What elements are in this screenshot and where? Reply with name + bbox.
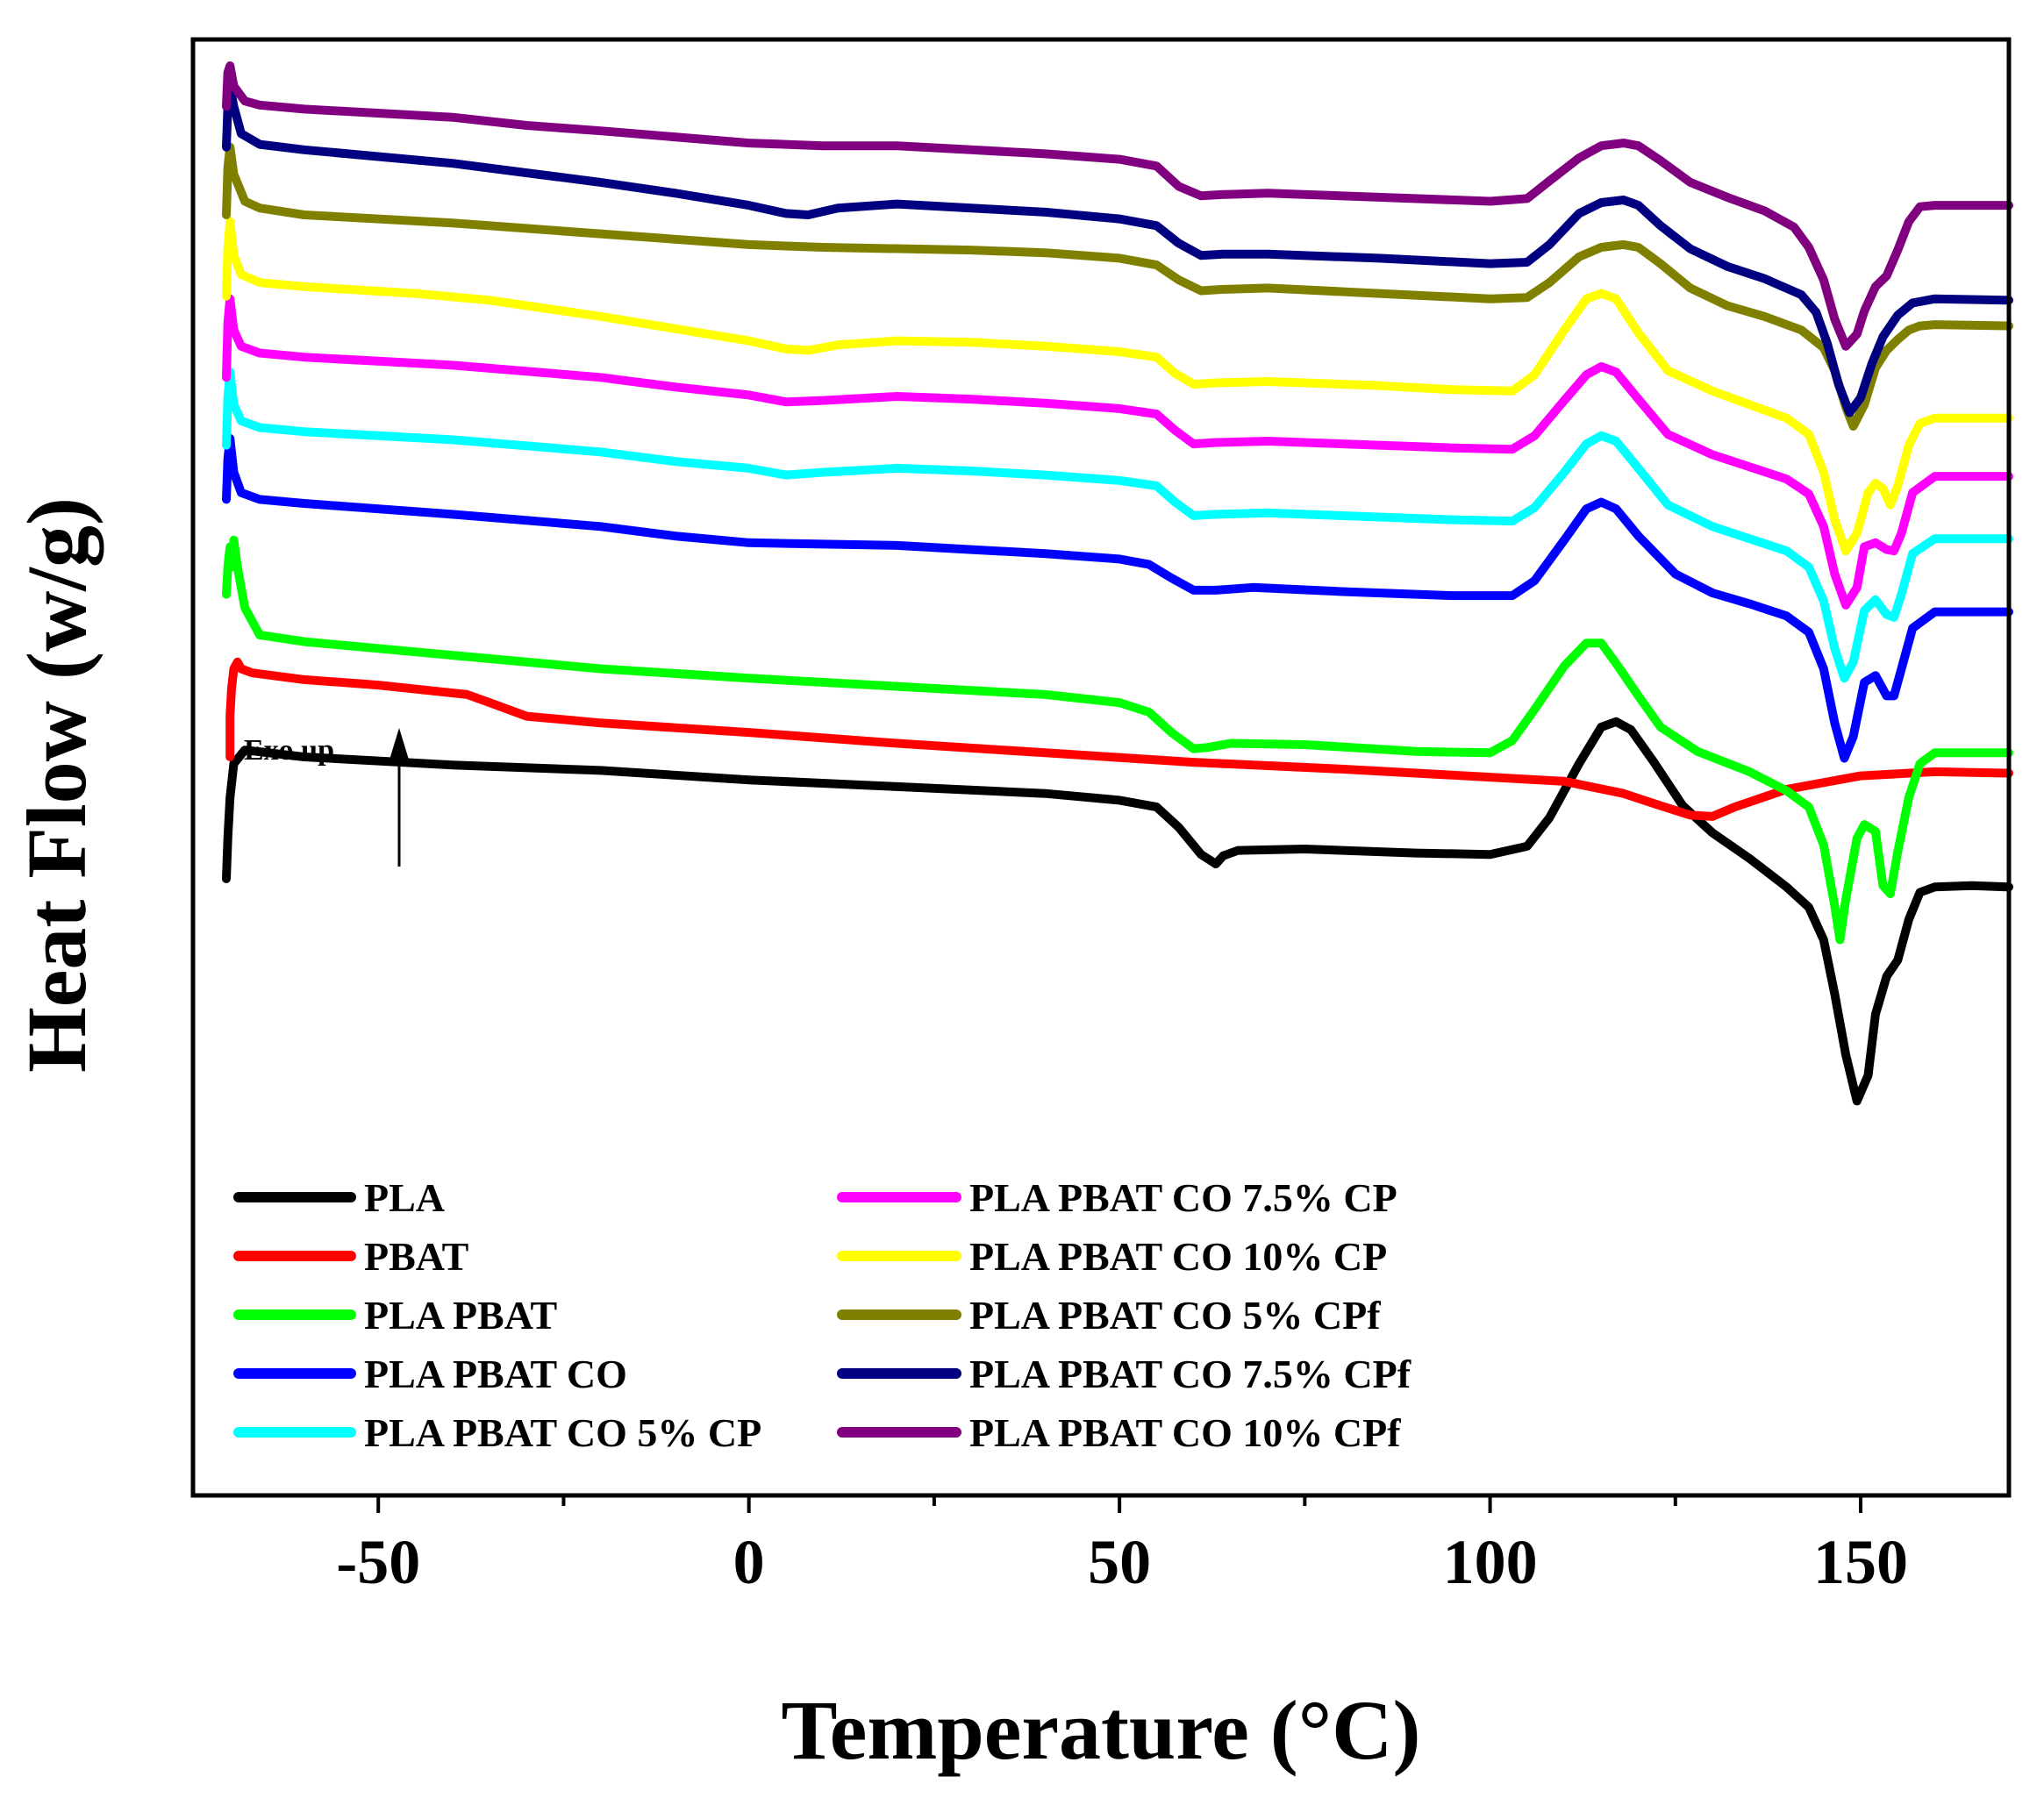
legend: PLA PBAT PLA PBAT PLA PBAT CO PLA PBAT CO 5%… — [233, 1175, 1412, 1455]
legend-label-pbat: PBAT — [364, 1234, 468, 1279]
x-tick-label: -50 — [336, 1527, 420, 1597]
series-line-pla-pbat-co-5-cpf — [222, 142, 2013, 431]
exo-up-arrow-head — [390, 728, 409, 760]
legend-label-pla-pbat-co: PLA PBAT CO — [364, 1352, 627, 1396]
series-line-pla-pbat-co-5-cp — [222, 367, 2013, 683]
series-line-pla — [222, 717, 2013, 1106]
series-line-pla-pbat — [222, 535, 2013, 945]
exo-up-annotation: Exo up — [244, 728, 409, 867]
legend-label-pla-pbat-co-10-cp: PLA PBAT CO 10% CP — [969, 1234, 1387, 1279]
x-tick-label: 0 — [733, 1527, 765, 1597]
series-line-pla-pbat-co-7-5-cp — [222, 294, 2013, 610]
plot-frame — [190, 37, 2012, 1498]
legend-label-pla-pbat-co-5-cpf: PLA PBAT CO 5% CPf — [969, 1293, 1381, 1338]
series-line-pbat — [225, 657, 2013, 821]
x-tick-label: 50 — [1088, 1527, 1151, 1597]
series-line-pla-pbat-co-7-5-cpf — [222, 82, 2013, 417]
exo-up-label: Exo up — [244, 734, 334, 767]
series-line-pla-pbat-co — [222, 433, 2013, 763]
legend-label-pla-pbat: PLA PBAT — [364, 1293, 557, 1338]
y-axis-title: Heat Flow (w/g) — [10, 497, 104, 1073]
legend-label-pla: PLA — [364, 1175, 445, 1220]
axes: -50 0 50 100 150 — [336, 1495, 1908, 1597]
x-tick-label: 100 — [1443, 1527, 1538, 1597]
legend-label-pla-pbat-co-10-cpf: PLA PBAT CO 10% CPf — [969, 1410, 1401, 1455]
series-lines — [222, 61, 2013, 1106]
series-line-pla-pbat-co-10-cpf — [222, 61, 2013, 351]
legend-label-pla-pbat-co-5-cp: PLA PBAT CO 5% CP — [364, 1410, 761, 1455]
x-tick-label: 150 — [1813, 1527, 1908, 1597]
legend-label-pla-pbat-co-7-5-cpf: PLA PBAT CO 7.5% CPf — [969, 1352, 1412, 1396]
series-line-pla-pbat-co-10-cp — [222, 217, 2013, 556]
x-axis-title: Temperature (°C) — [782, 1683, 1421, 1777]
legend-label-pla-pbat-co-7-5-cp: PLA PBAT CO 7.5% CP — [969, 1175, 1397, 1220]
